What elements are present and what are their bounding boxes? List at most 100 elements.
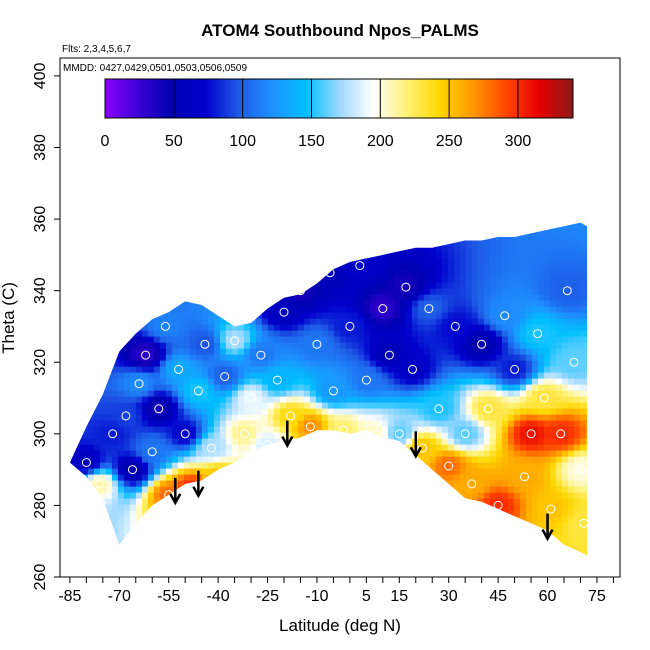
heatmap-cell xyxy=(459,438,467,446)
heatmap-cell xyxy=(189,426,197,434)
heatmap-cell xyxy=(75,294,83,302)
heatmap-cell xyxy=(333,294,341,302)
heatmap-cell xyxy=(363,522,371,530)
heatmap-cell xyxy=(183,414,191,422)
heatmap-cell xyxy=(543,252,551,260)
heatmap-cell xyxy=(249,228,257,236)
heatmap-cell xyxy=(249,510,257,518)
heatmap-cell xyxy=(105,336,113,344)
heatmap-cell xyxy=(363,408,371,416)
heatmap-cell xyxy=(243,480,251,488)
heatmap-cell xyxy=(549,468,557,476)
heatmap-cell xyxy=(231,342,239,350)
heatmap-cell xyxy=(267,330,275,338)
heatmap-cell xyxy=(75,432,83,440)
heatmap-cell xyxy=(183,510,191,518)
heatmap-cell xyxy=(123,414,131,422)
heatmap-cell xyxy=(309,498,317,506)
heatmap-cell xyxy=(333,492,341,500)
heatmap-cell xyxy=(333,318,341,326)
heatmap-cell xyxy=(195,516,203,524)
heatmap-cell xyxy=(201,360,209,368)
heatmap-cell xyxy=(105,504,113,512)
heatmap-cell xyxy=(273,396,281,404)
heatmap-cell xyxy=(123,240,131,248)
heatmap-cell xyxy=(147,318,155,326)
heatmap-cell xyxy=(519,252,527,260)
heatmap-cell xyxy=(135,468,143,476)
heatmap-cell xyxy=(273,426,281,434)
heatmap-cell xyxy=(93,306,101,314)
heatmap-cell xyxy=(207,348,215,356)
heatmap-cell xyxy=(237,504,245,512)
heatmap-cell xyxy=(465,360,473,368)
heatmap-cell xyxy=(69,258,77,266)
heatmap-cell xyxy=(141,372,149,380)
heatmap-cell xyxy=(291,474,299,482)
heatmap-cell xyxy=(585,498,588,506)
heatmap-cell xyxy=(459,288,467,296)
heatmap-cell xyxy=(321,516,329,524)
heatmap-cell xyxy=(213,438,221,446)
heatmap-cell xyxy=(471,276,479,284)
heatmap-cell xyxy=(153,228,161,236)
heatmap-cell xyxy=(543,354,551,362)
heatmap-cell xyxy=(279,396,287,404)
heatmap-cell xyxy=(579,480,587,488)
heatmap-cell xyxy=(537,222,545,230)
heatmap-cell xyxy=(111,528,119,536)
heatmap-cell xyxy=(81,342,89,350)
heatmap-cell xyxy=(87,246,95,254)
heatmap-cell xyxy=(327,510,335,518)
heatmap-cell xyxy=(135,408,143,416)
heatmap-cell xyxy=(441,360,449,368)
heatmap-cell xyxy=(141,258,149,266)
heatmap-cell xyxy=(477,288,485,296)
heatmap-cell xyxy=(423,396,431,404)
heatmap-cell xyxy=(555,450,563,458)
heatmap-cell xyxy=(501,300,509,308)
heatmap-cell xyxy=(489,336,497,344)
heatmap-cell xyxy=(453,456,461,464)
heatmap-cell xyxy=(201,552,209,556)
heatmap-cell xyxy=(441,372,449,380)
heatmap-cell xyxy=(537,426,545,434)
heatmap-cell xyxy=(531,444,539,452)
heatmap-cell xyxy=(399,318,407,326)
colorbar-tick-label: 250 xyxy=(436,133,463,150)
heatmap-cell xyxy=(297,516,305,524)
heatmap-cell xyxy=(375,456,383,464)
heatmap-cell xyxy=(339,330,347,338)
heatmap-cell xyxy=(567,330,575,338)
heatmap-cell xyxy=(573,330,581,338)
heatmap-cell xyxy=(519,456,527,464)
heatmap-cell xyxy=(393,336,401,344)
heatmap-cell xyxy=(225,288,233,296)
heatmap-cell xyxy=(393,246,401,254)
heatmap-cell xyxy=(429,276,437,284)
heatmap-cell xyxy=(573,300,581,308)
heatmap-cell xyxy=(459,492,467,500)
heatmap-cell xyxy=(495,504,503,512)
heatmap-cell xyxy=(165,228,173,236)
heatmap-cell xyxy=(111,396,119,404)
heatmap-cell xyxy=(111,474,119,482)
heatmap-cell xyxy=(573,504,581,512)
heatmap-cell xyxy=(111,516,119,524)
sample-point xyxy=(569,357,579,367)
heatmap-cell xyxy=(225,378,233,386)
heatmap-cell xyxy=(429,516,437,524)
heatmap-cell xyxy=(435,306,443,314)
heatmap-cell xyxy=(411,276,419,284)
heatmap-cell xyxy=(447,360,455,368)
heatmap-cell xyxy=(567,438,575,446)
heatmap-cell xyxy=(369,534,377,542)
heatmap-cell xyxy=(159,414,167,422)
heatmap-cell xyxy=(273,504,281,512)
heatmap-cell xyxy=(165,390,173,398)
heatmap-cell xyxy=(549,282,557,290)
heatmap-cell xyxy=(213,258,221,266)
heatmap-cell xyxy=(303,336,311,344)
heatmap-cell xyxy=(429,228,437,236)
heatmap-cell xyxy=(219,234,227,242)
